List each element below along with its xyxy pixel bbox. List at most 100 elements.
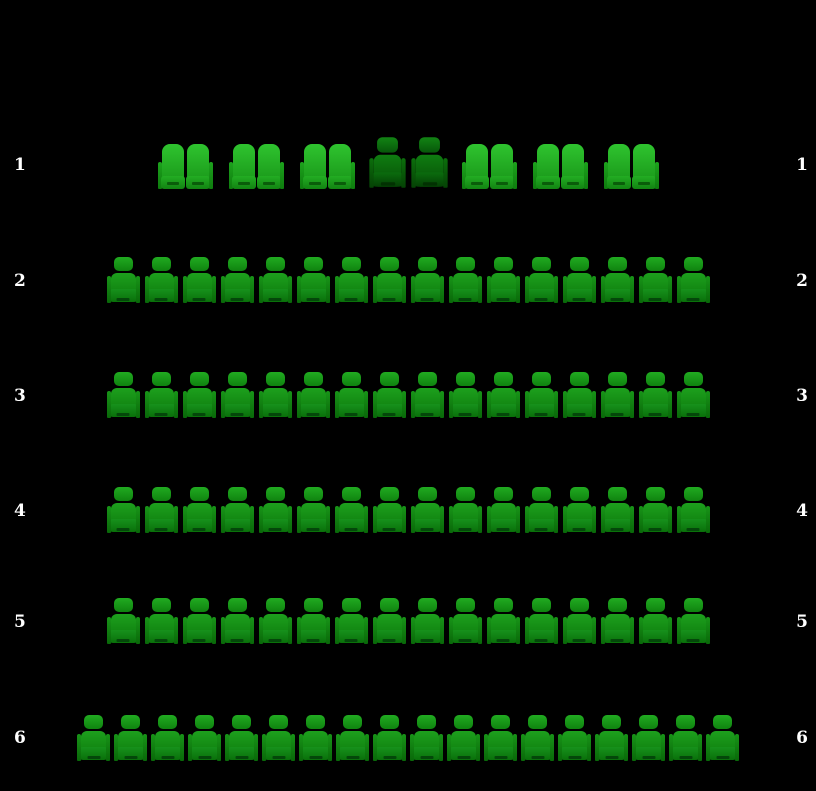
seat[interactable] <box>521 715 554 763</box>
seat[interactable] <box>448 257 482 305</box>
seat[interactable] <box>600 598 634 646</box>
seat[interactable] <box>706 715 739 763</box>
seat[interactable] <box>106 598 140 646</box>
seat[interactable] <box>373 715 406 763</box>
seat[interactable] <box>524 257 558 305</box>
seat[interactable] <box>448 487 482 535</box>
seat[interactable] <box>410 487 444 535</box>
seat[interactable] <box>188 715 221 763</box>
seat[interactable] <box>486 487 520 535</box>
seat[interactable] <box>334 257 368 305</box>
loveseat-pair[interactable] <box>157 142 213 190</box>
seat[interactable] <box>368 137 406 190</box>
seat[interactable] <box>231 144 256 189</box>
seat[interactable] <box>448 372 482 420</box>
seat[interactable] <box>144 372 178 420</box>
seat[interactable] <box>220 598 254 646</box>
seat[interactable] <box>600 487 634 535</box>
seat[interactable] <box>410 137 448 190</box>
seat[interactable] <box>220 372 254 420</box>
seat[interactable] <box>114 715 147 763</box>
seat[interactable] <box>327 144 352 189</box>
seat[interactable] <box>638 598 672 646</box>
seat[interactable] <box>486 257 520 305</box>
seat[interactable] <box>562 598 596 646</box>
seat[interactable] <box>562 487 596 535</box>
seat[interactable] <box>182 487 216 535</box>
seat[interactable] <box>669 715 702 763</box>
seat[interactable] <box>638 372 672 420</box>
seat[interactable] <box>595 715 628 763</box>
seat[interactable] <box>296 487 330 535</box>
seat[interactable] <box>638 487 672 535</box>
seat[interactable] <box>225 715 258 763</box>
seat[interactable] <box>106 257 140 305</box>
seat[interactable] <box>185 144 210 189</box>
seat[interactable] <box>676 598 710 646</box>
seat[interactable] <box>182 257 216 305</box>
seat[interactable] <box>334 487 368 535</box>
seat[interactable] <box>220 487 254 535</box>
seat[interactable] <box>151 715 184 763</box>
seat[interactable] <box>535 144 560 189</box>
seat[interactable] <box>106 487 140 535</box>
loveseat-pair[interactable] <box>461 142 517 190</box>
seat[interactable] <box>296 372 330 420</box>
seat[interactable] <box>524 372 558 420</box>
seat[interactable] <box>524 598 558 646</box>
seat[interactable] <box>182 372 216 420</box>
seat[interactable] <box>182 598 216 646</box>
seat[interactable] <box>484 715 517 763</box>
seat[interactable] <box>144 598 178 646</box>
seat[interactable] <box>296 257 330 305</box>
seat[interactable] <box>334 372 368 420</box>
seat[interactable] <box>336 715 369 763</box>
seat[interactable] <box>632 715 665 763</box>
seat[interactable] <box>558 715 591 763</box>
seat[interactable] <box>106 372 140 420</box>
seat[interactable] <box>447 715 480 763</box>
seat[interactable] <box>486 598 520 646</box>
seat[interactable] <box>372 372 406 420</box>
seat[interactable] <box>262 715 295 763</box>
seat[interactable] <box>144 257 178 305</box>
seat[interactable] <box>676 257 710 305</box>
seat[interactable] <box>299 715 332 763</box>
seat[interactable] <box>448 598 482 646</box>
seat[interactable] <box>372 598 406 646</box>
seat[interactable] <box>638 257 672 305</box>
seat[interactable] <box>676 372 710 420</box>
seat[interactable] <box>220 257 254 305</box>
seat[interactable] <box>258 372 292 420</box>
seat[interactable] <box>296 598 330 646</box>
seat[interactable] <box>524 487 558 535</box>
seat[interactable] <box>77 715 110 763</box>
loveseat-pair[interactable] <box>603 142 659 190</box>
seat[interactable] <box>256 144 281 189</box>
seat[interactable] <box>560 144 585 189</box>
seat[interactable] <box>410 715 443 763</box>
seat[interactable] <box>334 598 368 646</box>
seat[interactable] <box>372 487 406 535</box>
seat[interactable] <box>410 372 444 420</box>
seat[interactable] <box>489 144 514 189</box>
seat[interactable] <box>160 144 185 189</box>
seat[interactable] <box>600 372 634 420</box>
seat[interactable] <box>600 257 634 305</box>
seat[interactable] <box>258 257 292 305</box>
seat[interactable] <box>606 144 631 189</box>
loveseat-pair[interactable] <box>228 142 284 190</box>
seat[interactable] <box>258 598 292 646</box>
seat[interactable] <box>631 144 656 189</box>
seat[interactable] <box>464 144 489 189</box>
seat[interactable] <box>302 144 327 189</box>
seat[interactable] <box>372 257 406 305</box>
seat[interactable] <box>144 487 178 535</box>
seat[interactable] <box>562 372 596 420</box>
seat[interactable] <box>562 257 596 305</box>
seat[interactable] <box>410 598 444 646</box>
seat[interactable] <box>486 372 520 420</box>
seat[interactable] <box>258 487 292 535</box>
loveseat-pair[interactable] <box>299 142 355 190</box>
seat[interactable] <box>410 257 444 305</box>
